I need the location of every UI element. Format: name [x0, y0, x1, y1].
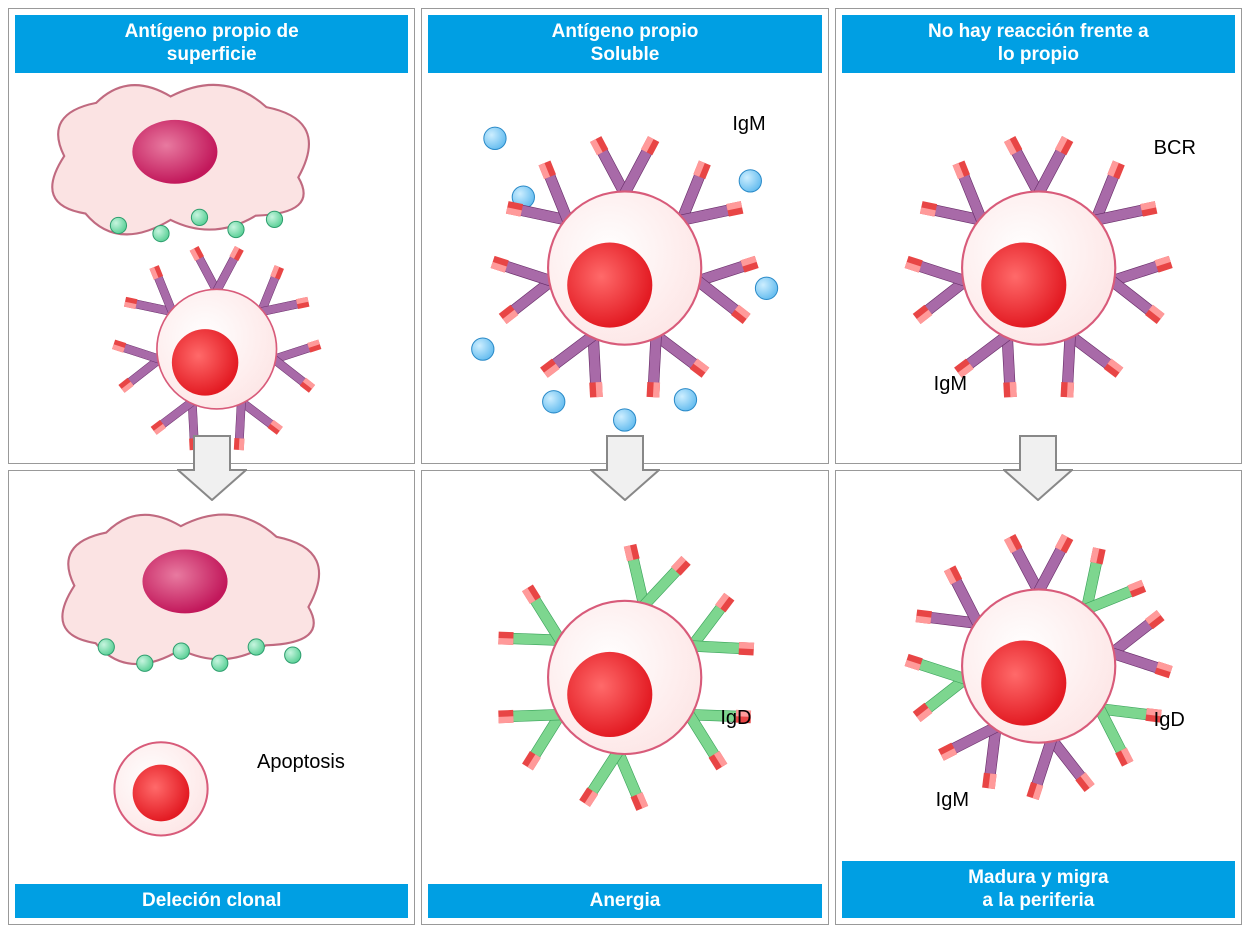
panel-body: Apoptosis — [9, 471, 414, 884]
footer-bot-left: Deleción clonal — [15, 884, 408, 919]
scene-top-mid — [422, 73, 827, 463]
header-top-mid: Antígeno propioSoluble — [428, 15, 821, 73]
footer-bot-mid: Anergia — [428, 884, 821, 919]
scene-bot-left — [9, 471, 414, 884]
label-igd: IgD — [1154, 709, 1185, 732]
label-igm: IgM — [934, 373, 967, 396]
panel-top-mid: Antígeno propioSoluble IgM — [421, 8, 828, 464]
scene-top-right — [836, 73, 1241, 463]
panel-body: IgD — [422, 471, 827, 884]
panel-body — [9, 73, 414, 463]
header-text: Antígeno propioSoluble — [552, 21, 699, 65]
header-top-right: No hay reacción frente alo propio — [842, 15, 1235, 73]
panel-body: IgD IgM — [836, 471, 1241, 861]
panel-top-left: Antígeno propio desuperficie — [8, 8, 415, 464]
header-top-left: Antígeno propio desuperficie — [15, 15, 408, 73]
panel-bottom-left: Apoptosis Deleción clonal — [8, 470, 415, 926]
panel-top-right: No hay reacción frente alo propio BCR Ig… — [835, 8, 1242, 464]
label-igd: IgD — [720, 707, 751, 730]
footer-bot-right: Madura y migraa la periferia — [842, 861, 1235, 919]
panel-body: BCR IgM — [836, 73, 1241, 463]
down-arrow-icon — [1003, 431, 1073, 501]
header-text: Antígeno propio desuperficie — [125, 21, 299, 65]
panel-bottom-right: IgD IgM Madura y migraa la periferia — [835, 470, 1242, 926]
panel-bottom-mid: IgD Anergia — [421, 470, 828, 926]
down-arrow-icon — [590, 431, 660, 501]
diagram-grid: Antígeno propio desuperficie Antígeno pr… — [8, 8, 1242, 920]
scene-top-left — [9, 73, 414, 463]
label-igm: IgM — [732, 113, 765, 136]
footer-text: Deleción clonal — [142, 890, 281, 911]
label-apoptosis: Apoptosis — [257, 751, 345, 774]
header-text: No hay reacción frente alo propio — [928, 21, 1149, 65]
panel-body: IgM — [422, 73, 827, 463]
down-arrow-icon — [177, 431, 247, 501]
scene-bot-right — [836, 471, 1241, 861]
scene-bot-mid — [422, 471, 827, 884]
label-bcr: BCR — [1154, 137, 1196, 160]
footer-text: Anergia — [590, 890, 661, 911]
footer-text: Madura y migraa la periferia — [968, 867, 1108, 911]
label-igm: IgM — [936, 789, 969, 812]
